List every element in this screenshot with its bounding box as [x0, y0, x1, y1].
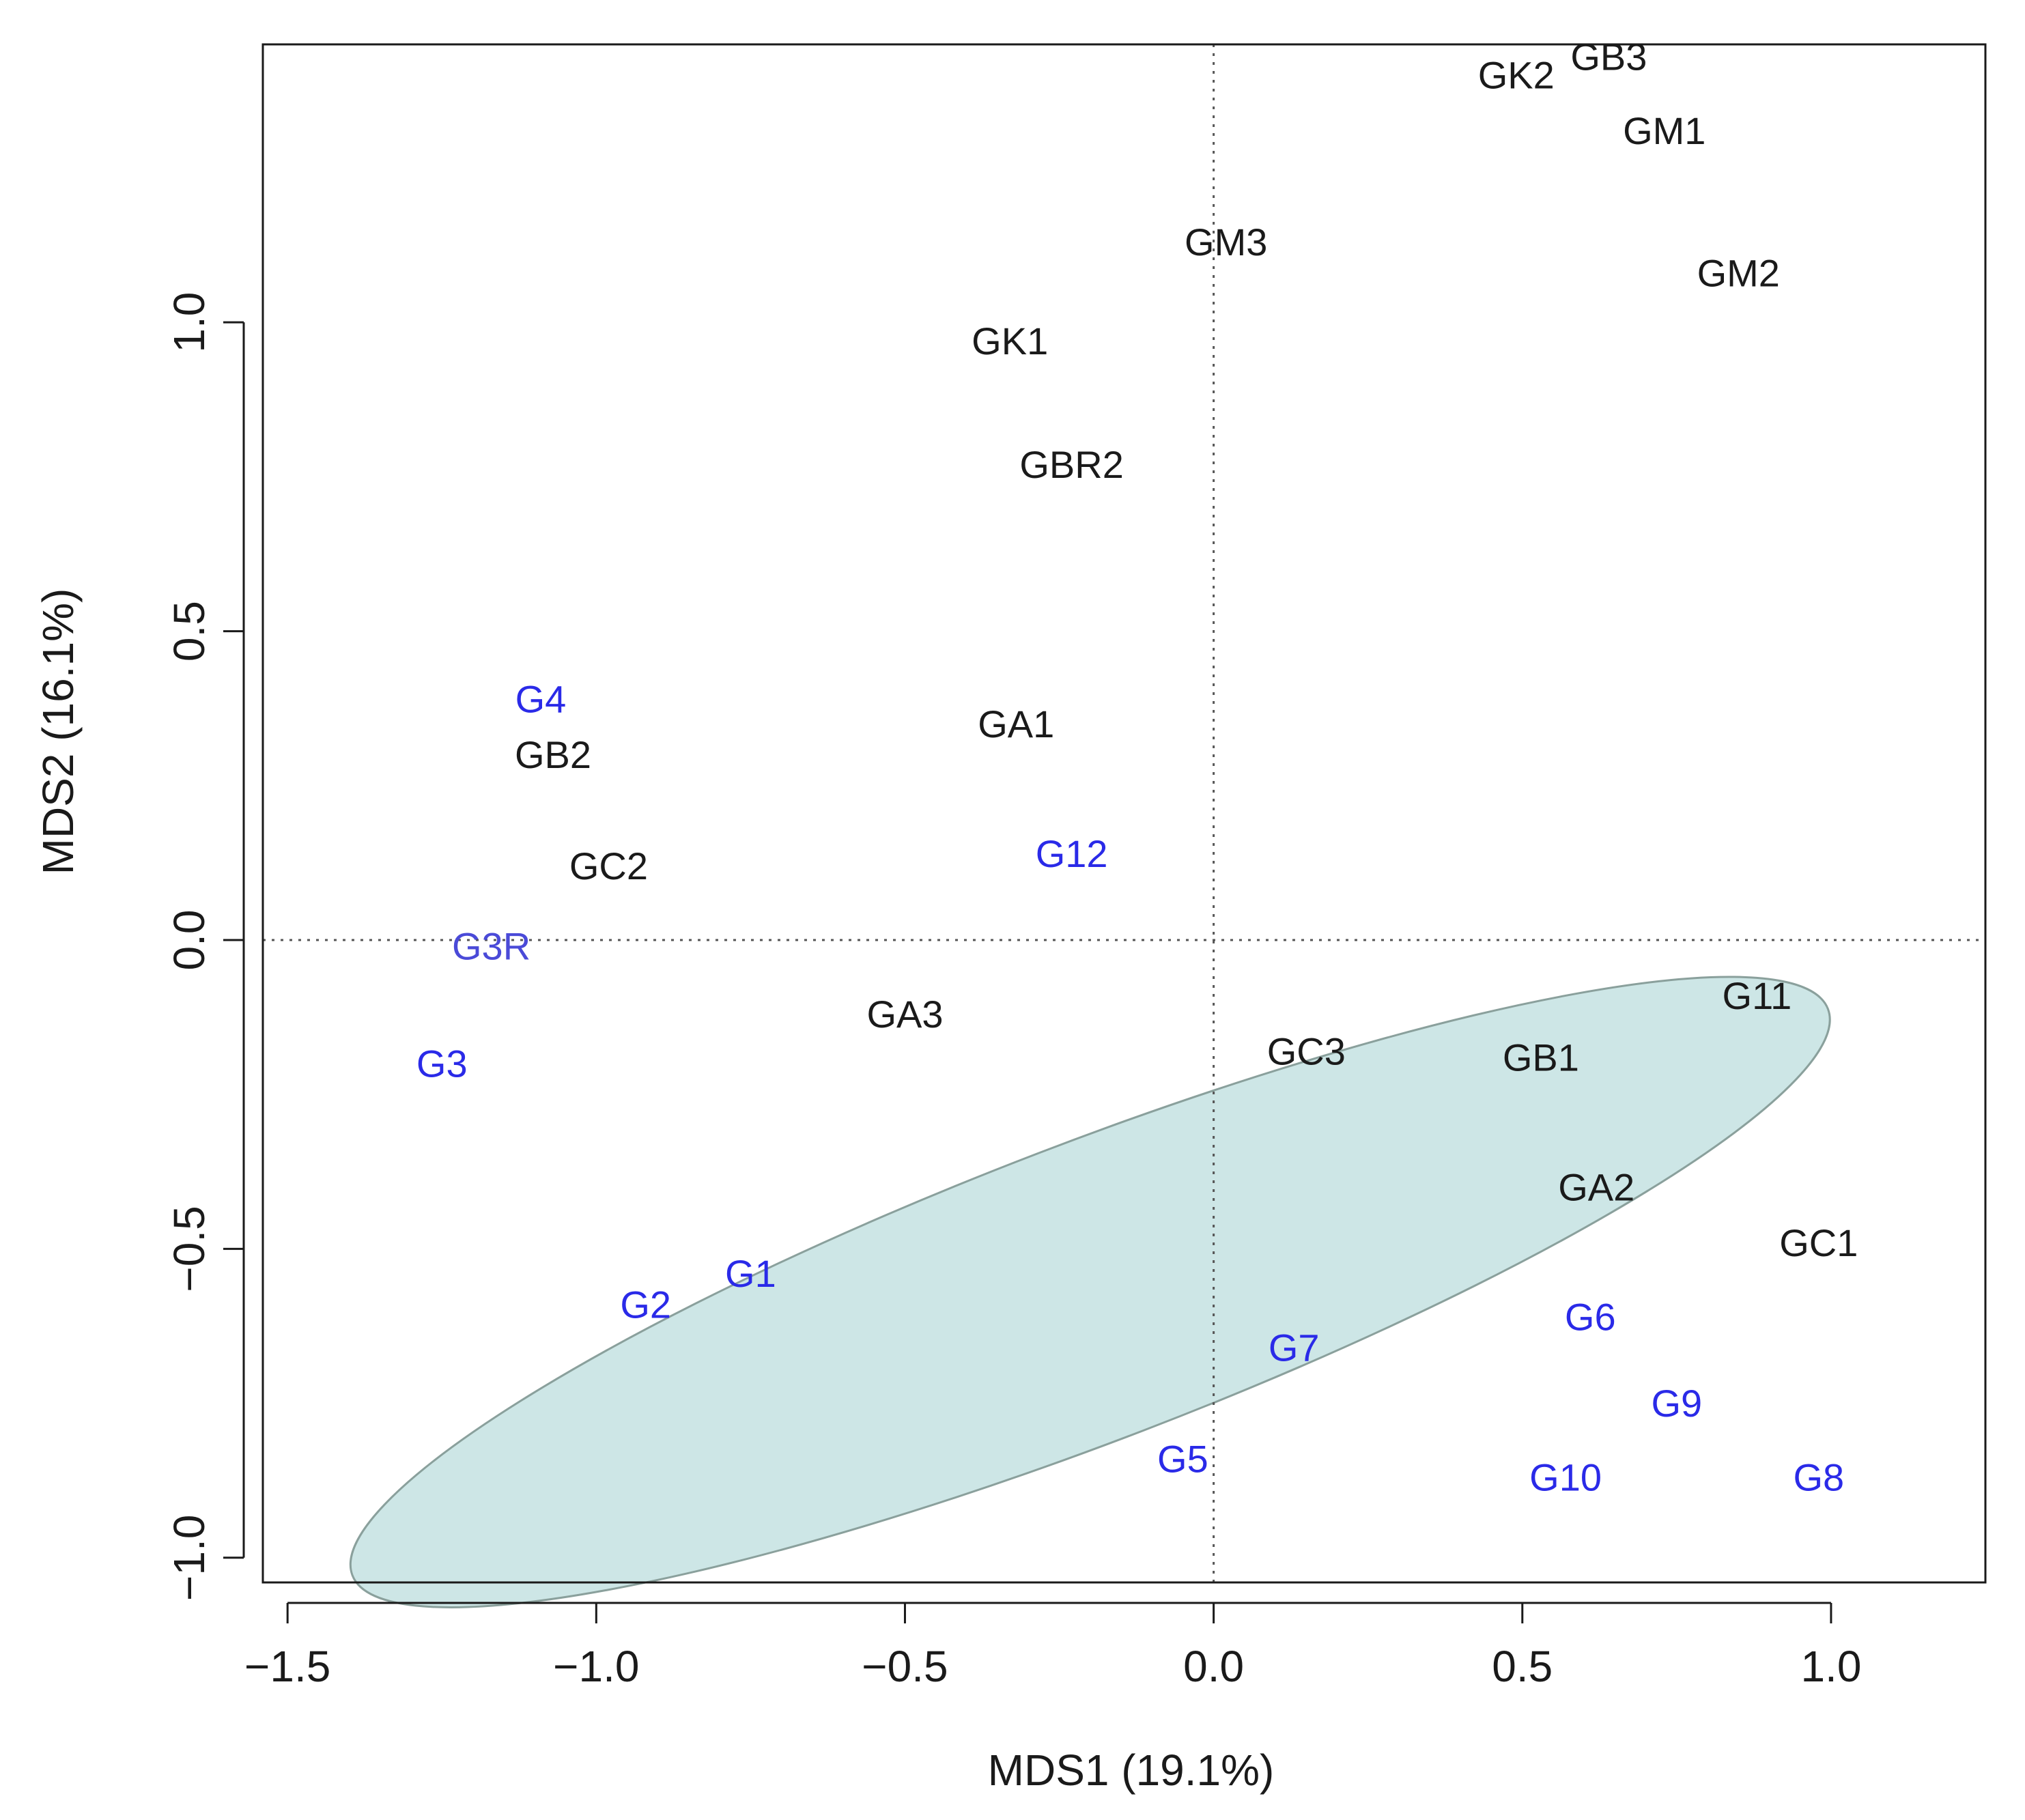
point-label-g2: G2	[620, 1283, 671, 1326]
point-label-gc3: GC3	[1267, 1029, 1346, 1072]
y-tick-label: 0.0	[165, 910, 214, 971]
point-label-gc1: GC1	[1779, 1221, 1858, 1264]
point-label-g3r: G3R	[452, 925, 530, 968]
group-highlight-ellipse	[349, 976, 1831, 1608]
point-label-gbr2: GBR2	[1019, 443, 1124, 486]
point-label-gm3: GM3	[1185, 221, 1267, 264]
point-label-ga1: GA1	[978, 702, 1054, 745]
y-tick-label: 1.0	[165, 292, 214, 353]
point-label-gb2: GB2	[515, 733, 591, 776]
point-label-g6: G6	[1565, 1295, 1616, 1338]
point-labels: GB3 GK2 GM1 GM3 GM2 GK1 GBR2 G4 GA1 GB2 G12 GC2 G3R G…	[416, 35, 1858, 1499]
point-label-gb1: GB1	[1503, 1036, 1579, 1079]
reference-lines	[263, 44, 1985, 1582]
y-axis-title: MDS2 (16.1%)	[33, 588, 83, 875]
point-label-gb3: GB3	[1570, 35, 1647, 79]
point-label-gc2: GC2	[569, 844, 648, 887]
x-tick-label: −1.0	[553, 1642, 639, 1691]
y-tick-label: 0.5	[165, 601, 214, 662]
x-tick-label: −1.5	[244, 1642, 330, 1691]
y-tick-label: −0.5	[165, 1206, 214, 1292]
point-label-ga3: GA3	[866, 993, 943, 1036]
point-label-g8: G8	[1793, 1456, 1844, 1499]
x-axis: −1.5 −1.0 −0.5 0.0 0.5 1.0	[244, 1602, 1861, 1691]
x-axis-title: MDS1 (19.1%)	[988, 1746, 1275, 1795]
point-label-g12: G12	[1036, 832, 1108, 875]
point-label-g3: G3	[416, 1042, 468, 1085]
y-axis: −1.0 −0.5 0.0 0.5 1.0	[165, 292, 245, 1601]
point-label-ga2: GA2	[1558, 1165, 1634, 1208]
point-label-g11: G11	[1723, 974, 1792, 1017]
x-tick-label: 1.0	[1800, 1642, 1861, 1691]
point-label-gm1: GM1	[1623, 109, 1705, 152]
point-label-g9: G9	[1651, 1382, 1702, 1425]
plot-frame	[261, 43, 1987, 1584]
y-tick-label: −1.0	[165, 1515, 214, 1601]
point-label-gm2: GM2	[1697, 251, 1780, 294]
point-label-gk2: GK2	[1478, 54, 1555, 97]
point-label-g4: G4	[515, 678, 567, 721]
point-label-g5: G5	[1157, 1438, 1208, 1481]
point-label-g7: G7	[1269, 1326, 1320, 1369]
group-ellipse-layer	[349, 976, 1831, 1608]
x-tick-label: 0.5	[1492, 1642, 1553, 1691]
point-label-g1: G1	[725, 1252, 776, 1295]
point-label-g10: G10	[1529, 1456, 1602, 1499]
point-label-gk1: GK1	[972, 319, 1048, 362]
x-tick-label: −0.5	[862, 1642, 948, 1691]
x-tick-label: 0.0	[1183, 1642, 1244, 1691]
